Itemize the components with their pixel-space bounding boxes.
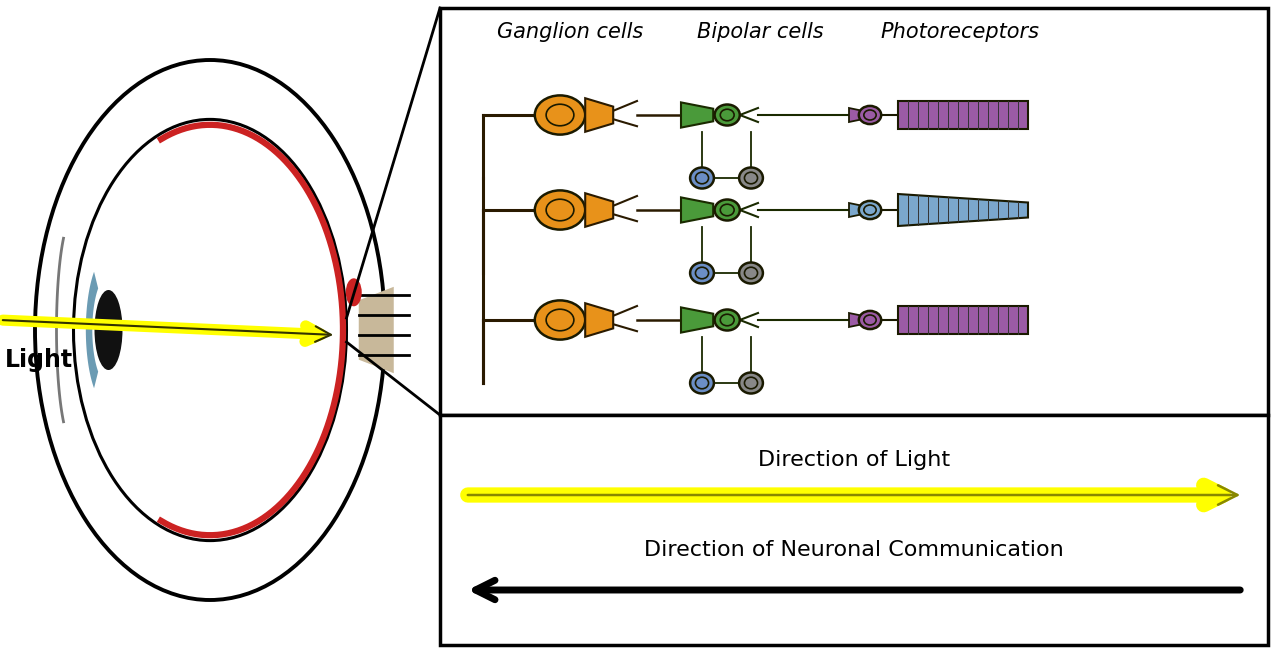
Text: Direction of Neuronal Communication: Direction of Neuronal Communication <box>644 540 1064 560</box>
Bar <box>440 8 1268 415</box>
Ellipse shape <box>714 309 740 330</box>
Ellipse shape <box>95 290 123 370</box>
Polygon shape <box>849 313 865 327</box>
Ellipse shape <box>739 373 763 394</box>
Ellipse shape <box>739 262 763 283</box>
Ellipse shape <box>690 373 714 394</box>
Ellipse shape <box>535 190 585 230</box>
Text: Bipolar cells: Bipolar cells <box>696 22 823 42</box>
Bar <box>899 306 1028 334</box>
Polygon shape <box>849 108 865 122</box>
Polygon shape <box>681 103 713 128</box>
Bar <box>440 415 1268 645</box>
Polygon shape <box>358 287 394 373</box>
Ellipse shape <box>859 106 881 124</box>
Ellipse shape <box>535 300 585 339</box>
Ellipse shape <box>346 279 362 306</box>
Polygon shape <box>585 98 613 132</box>
Ellipse shape <box>859 201 881 219</box>
Ellipse shape <box>35 60 385 600</box>
Ellipse shape <box>690 262 714 283</box>
Polygon shape <box>849 203 865 217</box>
Polygon shape <box>86 272 99 388</box>
Polygon shape <box>899 194 1028 226</box>
Polygon shape <box>585 303 613 337</box>
Ellipse shape <box>739 167 763 188</box>
Ellipse shape <box>859 311 881 329</box>
Polygon shape <box>681 307 713 333</box>
Bar <box>899 101 1028 129</box>
Text: Photoreceptors: Photoreceptors <box>881 22 1039 42</box>
Ellipse shape <box>73 120 347 541</box>
Polygon shape <box>585 193 613 227</box>
Ellipse shape <box>690 167 714 188</box>
Text: Ganglion cells: Ganglion cells <box>497 22 643 42</box>
Ellipse shape <box>714 199 740 220</box>
Polygon shape <box>681 198 713 222</box>
Ellipse shape <box>714 105 740 126</box>
Text: Light: Light <box>5 348 73 372</box>
Text: Direction of Light: Direction of Light <box>758 450 950 470</box>
Ellipse shape <box>535 95 585 135</box>
